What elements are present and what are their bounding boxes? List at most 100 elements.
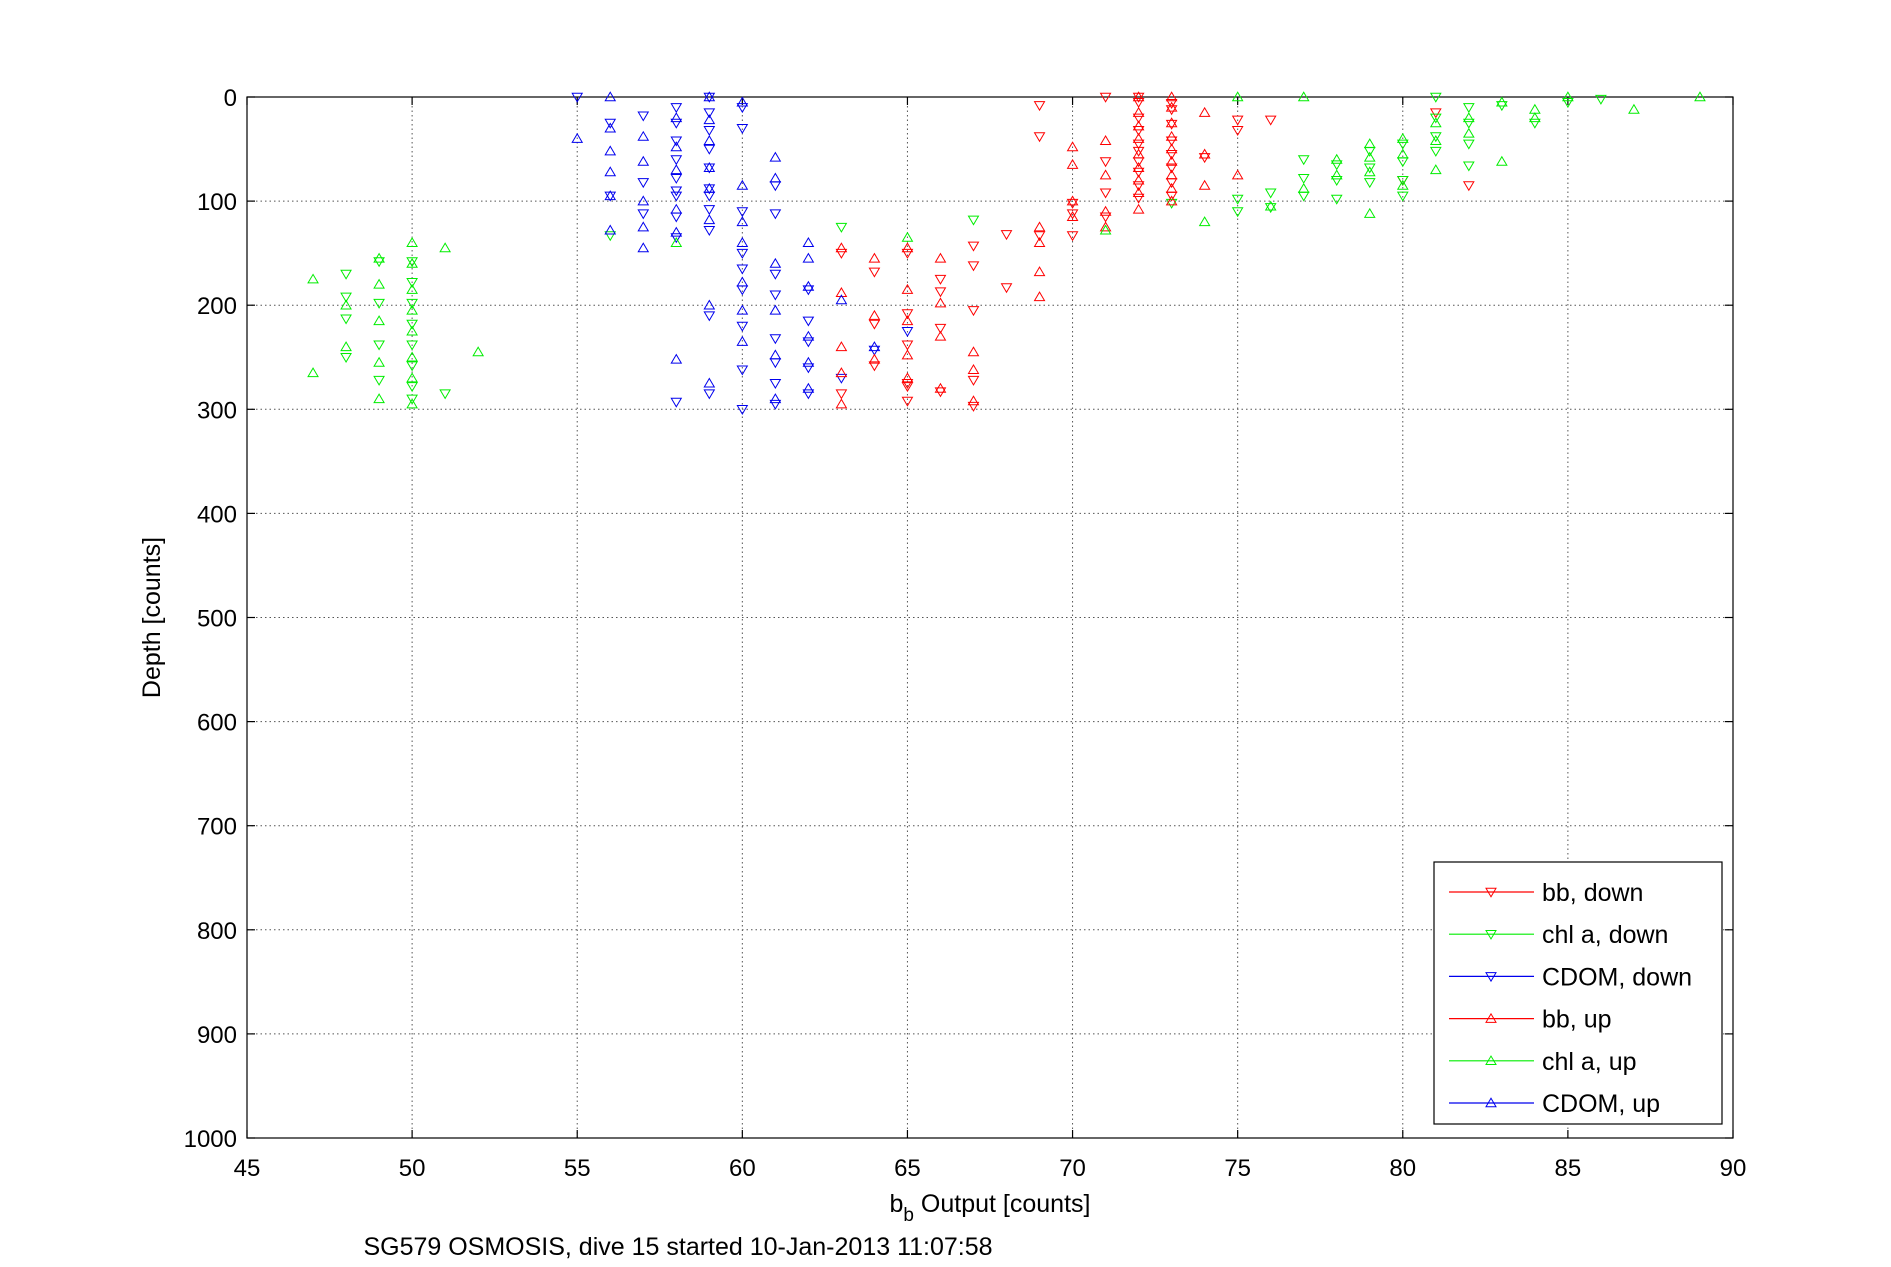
data-point (406, 372, 418, 383)
data-point (703, 377, 716, 388)
data-point (802, 337, 815, 348)
data-point (1198, 216, 1211, 227)
data-point (1396, 139, 1409, 150)
data-point (934, 274, 947, 285)
data-point (1528, 112, 1541, 123)
x-tick-label: 80 (1389, 1155, 1416, 1182)
legend-label: CDOM, down (1542, 963, 1692, 991)
data-point (1330, 153, 1343, 164)
series-1 (340, 92, 1607, 405)
data-point (736, 276, 749, 287)
data-point (1099, 157, 1112, 168)
data-point (703, 182, 716, 193)
data-point (373, 252, 385, 263)
data-point (637, 130, 650, 141)
data-point (1132, 193, 1145, 204)
data-point (670, 173, 683, 184)
y-tick-label: 400 (197, 501, 237, 528)
data-point (835, 398, 848, 409)
data-point (736, 248, 749, 259)
data-point (1363, 146, 1376, 157)
data-point (967, 306, 980, 317)
data-point (1528, 103, 1541, 114)
data-point (1165, 195, 1178, 206)
x-tick-label: 50 (399, 1155, 426, 1182)
data-point (802, 363, 815, 374)
data-point (703, 225, 716, 236)
data-point (670, 118, 683, 129)
data-point (604, 122, 617, 133)
data-point (406, 237, 418, 247)
data-point (1033, 266, 1046, 277)
data-point (670, 141, 683, 152)
data-point (868, 267, 881, 278)
chart-caption: SG579 OSMOSIS, dive 15 started 10-Jan-20… (363, 1233, 992, 1261)
data-point (1396, 132, 1409, 143)
data-point (835, 389, 848, 400)
data-point (1429, 164, 1442, 175)
data-point (901, 379, 914, 390)
data-point (1231, 91, 1244, 102)
data-point (1165, 163, 1178, 174)
data-point (1462, 181, 1475, 192)
data-point (1165, 143, 1178, 154)
data-point (1132, 162, 1145, 173)
data-point (1462, 127, 1475, 138)
data-point (967, 261, 980, 272)
data-point (670, 103, 683, 114)
data-point (1231, 115, 1244, 126)
y-tick-label: 900 (197, 1022, 237, 1049)
data-point (703, 144, 716, 155)
data-point (307, 367, 319, 378)
data-point (637, 209, 650, 220)
data-point (1033, 237, 1046, 247)
data-point (901, 372, 914, 383)
data-point (1297, 191, 1310, 202)
data-point (1000, 230, 1013, 241)
data-point (1330, 160, 1343, 171)
data-point (1033, 221, 1046, 232)
data-point (1066, 198, 1079, 209)
data-point (1165, 182, 1178, 193)
legend-box (1433, 861, 1723, 1125)
data-point (736, 264, 749, 275)
data-point (1132, 106, 1145, 117)
data-point (406, 257, 418, 268)
data-point (934, 297, 947, 308)
data-point (703, 126, 716, 137)
data-point (1165, 169, 1178, 180)
data-point (1462, 139, 1475, 150)
data-point (934, 252, 947, 263)
data-point (670, 397, 683, 408)
series-5 (571, 91, 881, 404)
data-point (1132, 97, 1145, 108)
data-point (835, 286, 848, 297)
data-point (769, 172, 782, 183)
y-tick-label: 700 (197, 814, 237, 841)
data-point (1066, 209, 1079, 220)
x-tick-label: 90 (1720, 1155, 1747, 1182)
x-tick-label: 70 (1059, 1155, 1086, 1182)
data-point (736, 335, 749, 346)
y-tick-label: 100 (197, 189, 237, 216)
data-point (703, 214, 716, 225)
data-point (670, 112, 683, 123)
data-point (406, 298, 418, 309)
data-point (1033, 132, 1046, 143)
data-point (901, 349, 914, 360)
data-point (802, 389, 815, 400)
data-point (1595, 94, 1607, 105)
data-point (703, 108, 716, 119)
data-point (1099, 134, 1112, 145)
data-point (1066, 141, 1079, 152)
data-point (604, 91, 617, 102)
data-point (604, 231, 617, 242)
data-point (373, 315, 385, 326)
data-point (1528, 118, 1541, 129)
data-point (1396, 179, 1409, 190)
legend-label: bb, down (1542, 879, 1643, 907)
data-point (1462, 103, 1475, 114)
data-point (1429, 134, 1442, 145)
data-point (835, 373, 848, 384)
data-point (1165, 91, 1178, 102)
